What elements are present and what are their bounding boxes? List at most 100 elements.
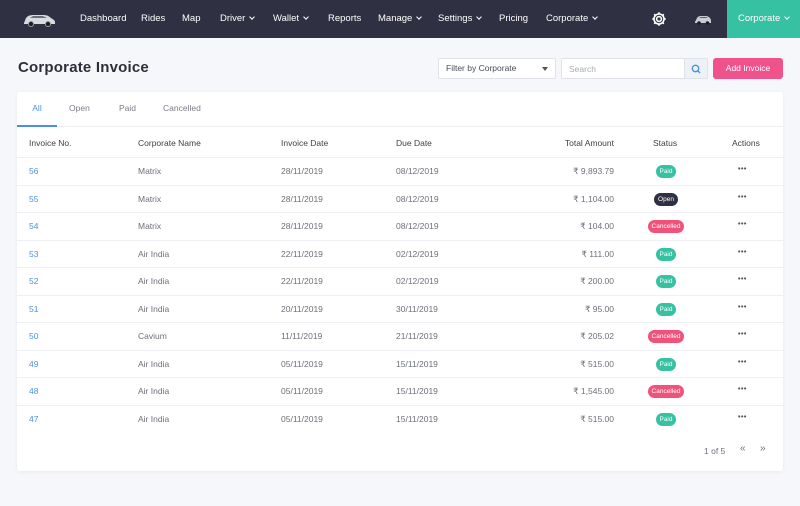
tab-paid[interactable]: Paid — [119, 103, 137, 113]
corporate-name: Matrix — [138, 193, 162, 204]
invoice-date: 28/11/2019 — [281, 166, 323, 176]
invoice-number-link[interactable]: 52 — [29, 276, 39, 286]
nav-label: Rides — [141, 13, 166, 24]
gear-icon[interactable] — [651, 11, 667, 27]
avatar[interactable] — [694, 12, 712, 26]
total-amount: ₹ 515.00 — [580, 413, 614, 424]
table-row[interactable]: 52 Air India 22/11/2019 02/12/2019 ₹ 200.00 P… — [17, 267, 783, 295]
invoice-number-link[interactable]: 49 — [29, 358, 39, 369]
status-badge: Paid — [656, 247, 676, 261]
more-horizontal-icon[interactable]: ••• — [738, 331, 747, 338]
chevron-down-icon — [592, 14, 599, 20]
chevron-down-icon — [784, 14, 791, 20]
nav-label: Pricing — [499, 13, 529, 24]
total-amount: ₹ 200.00 — [580, 276, 614, 286]
filter-label: Filter by Corporate — [446, 63, 517, 73]
total-amount: ₹ 95.00 — [584, 303, 614, 314]
search-button[interactable] — [685, 58, 708, 79]
more-horizontal-icon[interactable]: ••• — [738, 276, 747, 283]
more-horizontal-icon[interactable]: ••• — [738, 386, 747, 393]
due-date: 08/12/2019 — [396, 221, 439, 231]
page-title: Corporate Invoice — [18, 59, 149, 76]
chevron-down-icon — [303, 14, 309, 20]
table-row[interactable]: 55 Matrix 28/11/2019 08/12/2019 ₹ 1,104.00 Op… — [17, 184, 783, 213]
table-row[interactable]: 51 Air India 20/11/2019 30/11/2019 ₹ 95.00 Pa… — [17, 294, 783, 323]
total-amount: ₹ 1,545.00 — [573, 386, 614, 396]
nav-corporate[interactable]: Corporate — [546, 0, 599, 38]
more-horizontal-icon[interactable]: ••• — [738, 221, 747, 228]
more-horizontal-icon[interactable]: ••• — [738, 193, 747, 201]
nav-label: Map — [182, 13, 201, 24]
due-date: 02/12/2019 — [396, 248, 439, 259]
more-horizontal-icon[interactable]: ••• — [738, 413, 747, 421]
tab-all[interactable]: All — [17, 92, 57, 127]
table-row[interactable]: 49 Air India 05/11/2019 15/11/2019 ₹ 515.00 P… — [17, 349, 783, 378]
table-row[interactable]: 48 Air India 05/11/2019 15/11/2019 ₹ 1,545.0… — [17, 377, 783, 405]
table-row[interactable]: 56 Matrix 28/11/2019 08/12/2019 ₹ 9,893.79 Pa… — [17, 157, 783, 185]
invoice-number-link[interactable]: 56 — [29, 166, 39, 176]
nav-label: Dashboard — [80, 13, 127, 24]
nav-map[interactable]: Map — [182, 0, 200, 38]
caret-down-icon — [542, 67, 548, 71]
nav-label: Settings — [438, 13, 473, 24]
nav-wallet[interactable]: Wallet — [273, 0, 309, 38]
column-header-status: Status — [653, 138, 678, 148]
nav-manage[interactable]: Manage — [378, 0, 423, 38]
invoice-number-link[interactable]: 53 — [29, 248, 39, 259]
table-row[interactable]: 53 Air India 22/11/2019 02/12/2019 ₹ 111.00 P… — [17, 239, 783, 268]
nav-label: Reports — [328, 13, 362, 24]
nav-pricing[interactable]: Pricing — [499, 0, 528, 38]
status-badge: Cancelled — [648, 220, 684, 233]
more-horizontal-icon[interactable]: ••• — [738, 303, 747, 311]
tab-open[interactable]: Open — [69, 103, 90, 113]
total-amount: ₹ 104.00 — [580, 221, 614, 231]
corporate-name: Air India — [138, 386, 170, 396]
status-badge: Open — [654, 192, 678, 206]
due-date: 15/11/2019 — [396, 358, 438, 369]
account-label: Corporate — [738, 13, 781, 24]
nav-dashboard[interactable]: Dashboard — [80, 0, 126, 38]
corporate-filter-select[interactable]: Filter by Corporate — [438, 58, 556, 79]
more-horizontal-icon[interactable]: ••• — [738, 248, 747, 256]
nav-settings[interactable]: Settings — [438, 0, 483, 38]
invoice-number-link[interactable]: 48 — [29, 386, 39, 396]
add-invoice-button[interactable]: Add Invoice — [713, 58, 783, 79]
corporate-name: Air India — [138, 358, 170, 369]
car-logo-icon[interactable] — [22, 10, 56, 28]
invoice-number-link[interactable]: 54 — [29, 221, 39, 231]
invoice-number-link[interactable]: 47 — [29, 413, 39, 424]
invoice-date: 11/11/2019 — [281, 331, 323, 341]
nav-label: Corporate — [546, 13, 589, 24]
search-input[interactable] — [561, 58, 685, 79]
double-chevron-right-icon[interactable]: » — [760, 443, 766, 454]
invoice-number-link[interactable]: 51 — [29, 303, 39, 314]
total-amount: ₹ 205.02 — [580, 331, 614, 341]
more-horizontal-icon[interactable]: ••• — [738, 166, 747, 173]
total-amount: ₹ 111.00 — [581, 248, 614, 259]
status-badge: Paid — [656, 302, 676, 316]
status-badge: Paid — [656, 412, 676, 426]
due-date: 02/12/2019 — [396, 276, 439, 286]
status-tabs: All Open Paid Cancelled — [17, 92, 783, 127]
column-header-total-amount: Total Amount — [564, 138, 614, 148]
table-row[interactable]: 50 Cavium 11/11/2019 21/11/2019 ₹ 205.02 Canc… — [17, 322, 783, 350]
chevron-down-icon — [249, 14, 256, 20]
invoice-date: 22/11/2019 — [281, 276, 323, 286]
due-date: 15/11/2019 — [396, 413, 438, 424]
invoice-number-link[interactable]: 50 — [29, 331, 39, 341]
table-row[interactable]: 47 Air India 05/11/2019 15/11/2019 ₹ 515.00 P… — [17, 404, 783, 433]
invoice-number-link[interactable]: 55 — [29, 193, 39, 204]
double-chevron-left-icon[interactable]: « — [740, 443, 746, 454]
corporate-name: Air India — [138, 303, 170, 314]
column-header-actions: Actions — [732, 138, 760, 148]
nav-reports[interactable]: Reports — [328, 0, 361, 38]
table-row[interactable]: 54 Matrix 28/11/2019 08/12/2019 ₹ 104.00 Canc… — [17, 212, 783, 240]
nav-driver[interactable]: Driver — [220, 0, 256, 38]
corporate-name: Matrix — [138, 221, 162, 231]
tab-cancelled[interactable]: Cancelled — [163, 103, 201, 113]
invoice-date: 20/11/2019 — [281, 303, 323, 314]
nav-rides[interactable]: Rides — [141, 0, 165, 38]
account-menu-button[interactable]: Corporate — [727, 0, 800, 38]
corporate-name: Air India — [138, 413, 170, 424]
more-horizontal-icon[interactable]: ••• — [738, 358, 747, 366]
